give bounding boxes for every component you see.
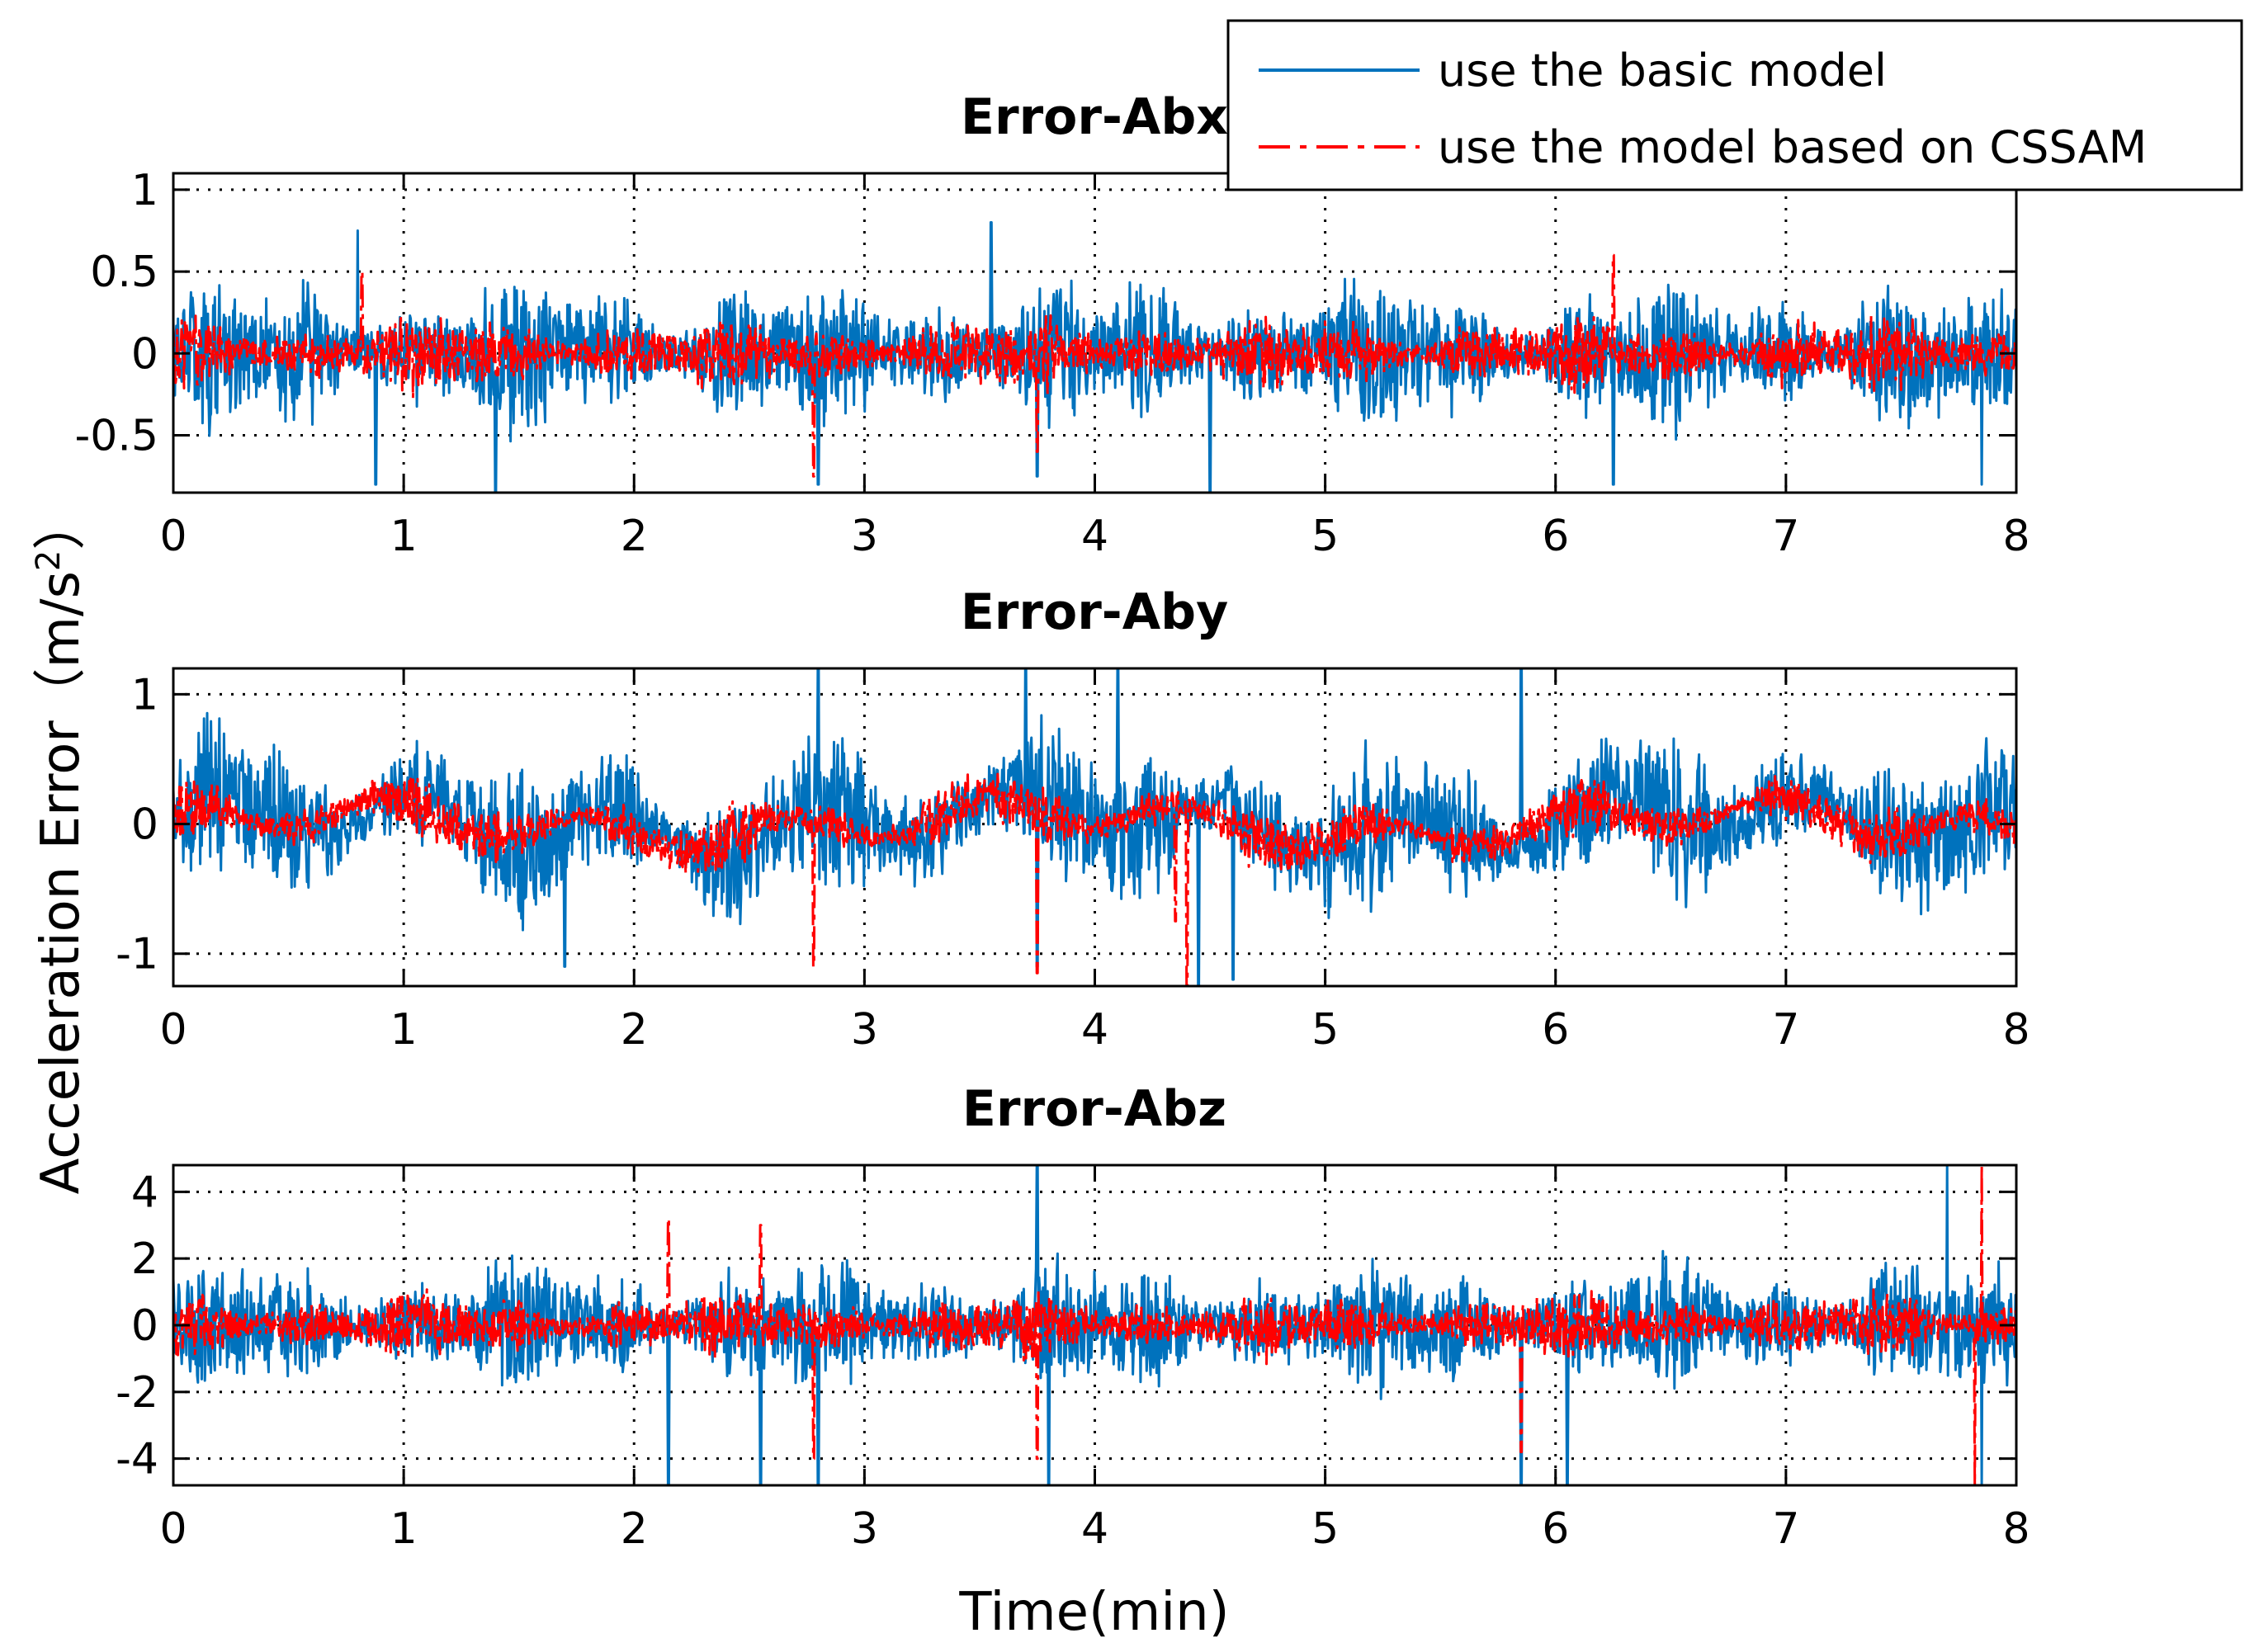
- plot-area: [173, 1165, 2016, 1485]
- x-tick-label: 7: [1772, 512, 1799, 561]
- y-tick-label: -0.5: [75, 412, 158, 461]
- x-tick-label: 5: [1311, 1005, 1339, 1055]
- x-tick-label: 0: [159, 1504, 187, 1554]
- series-cssam-model: [173, 1165, 2016, 1485]
- x-tick-label: 4: [1081, 1005, 1108, 1055]
- x-tick-label: 7: [1772, 1504, 1799, 1554]
- x-tick-label: 4: [1081, 1504, 1108, 1554]
- x-tick-label: 8: [2002, 512, 2030, 561]
- y-tick-label: 1: [131, 670, 158, 720]
- series-basic-model: [173, 1165, 2016, 1485]
- x-tick-label: 5: [1311, 512, 1339, 561]
- x-tick-label: 6: [1542, 512, 1569, 561]
- x-tick-label: 6: [1542, 1504, 1569, 1554]
- x-tick-label: 3: [851, 1005, 878, 1055]
- x-tick-label: 2: [621, 1504, 648, 1554]
- y-tick-label: -2: [116, 1368, 158, 1418]
- y-tick-label: 2: [131, 1234, 158, 1284]
- plot-area: [173, 668, 2016, 986]
- subplot-title: Error-Abz: [962, 1080, 1226, 1138]
- series-cssam-model: [173, 772, 2016, 986]
- x-axis-label: Time(min): [958, 1582, 1229, 1643]
- plot-area: [173, 221, 2016, 493]
- y-tick-label: 0: [131, 329, 158, 379]
- y-tick-label: 4: [131, 1168, 158, 1217]
- subplot-title: Error-Aby: [961, 583, 1228, 641]
- y-tick-label: 1: [131, 166, 158, 215]
- x-tick-label: 1: [390, 1005, 418, 1055]
- subplot-error-abx: 0 1 2 3 4 5 6 7 8 -0.5 0 0.5 1 Error-Abx: [75, 88, 2030, 561]
- subplot-error-abz: 0 1 2 3 4 5 6 7 8 -4 -2 0 2 4 Error-Abz: [116, 1080, 2030, 1554]
- shared-y-axis-label-text: Acceleration Error（m/s: [31, 571, 92, 1194]
- x-tick-label: 6: [1542, 1005, 1569, 1055]
- x-tick-label: 8: [2002, 1504, 2030, 1554]
- legend-box: [1226, 19, 2243, 191]
- legend-label-cssam-model: use the model based on CSSAM: [1438, 121, 2147, 173]
- y-tick-label: 0.5: [90, 248, 158, 297]
- legend[interactable]: use the basic model use the model based …: [1226, 19, 2243, 191]
- shared-y-axis-label-close: ）: [31, 498, 92, 550]
- series-basic-model: [173, 668, 2016, 986]
- x-tick-label: 8: [2002, 1005, 2030, 1055]
- x-tick-label: 0: [159, 1005, 187, 1055]
- x-tick-label: 0: [159, 512, 187, 561]
- x-tick-label: 5: [1311, 1504, 1339, 1554]
- shared-y-axis-label-superscript: 2: [30, 550, 68, 571]
- x-tick-label: 1: [390, 1504, 418, 1554]
- x-tick-label: 7: [1772, 1005, 1799, 1055]
- x-tick-label: 3: [851, 512, 878, 561]
- x-tick-label: 3: [851, 1504, 878, 1554]
- y-tick-label: -4: [116, 1435, 158, 1484]
- y-tick-label: 0: [131, 800, 158, 850]
- subplot-title: Error-Abx: [961, 88, 1228, 146]
- x-tick-label: 2: [621, 512, 648, 561]
- x-tick-label: 1: [390, 512, 418, 561]
- y-tick-label: 0: [131, 1301, 158, 1351]
- series-cssam-model: [173, 253, 2016, 478]
- x-tick-label: 4: [1081, 512, 1108, 561]
- legend-label-basic-model: use the basic model: [1438, 45, 1887, 97]
- x-tick-label: 2: [621, 1005, 648, 1055]
- y-tick-label: -1: [116, 930, 158, 979]
- shared-y-axis-label: Acceleration Error（m/s2）: [30, 498, 92, 1195]
